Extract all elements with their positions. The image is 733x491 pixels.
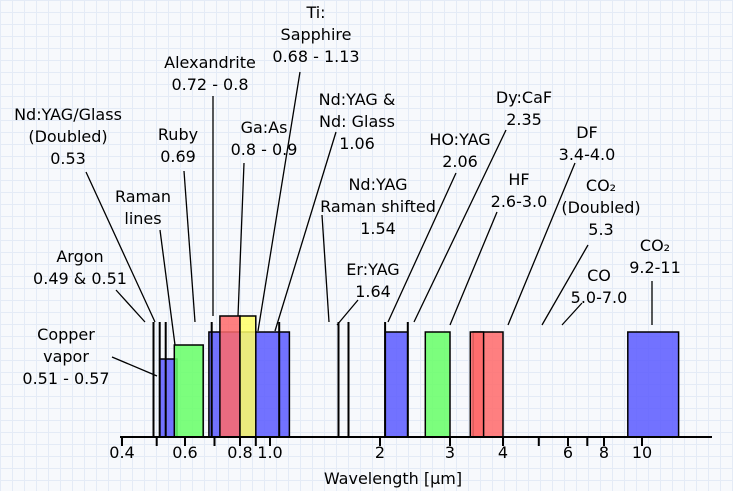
band-raman-lines bbox=[173, 344, 204, 438]
band-co2 bbox=[627, 331, 680, 438]
label-ga-as: Ga:As 0.8 - 0.9 bbox=[231, 118, 298, 159]
x-tick-label: 3 bbox=[445, 443, 455, 462]
annotation-labels-layer: Ti: Sapphire 0.68 - 1.13 Alexandrite 0.72 - … bbox=[14, 3, 681, 388]
leader-lines-layer bbox=[85, 71, 653, 377]
x-axis: 0.4 0.6 0.8 1.0 2 3 4 6 8 10 bbox=[109, 436, 712, 462]
leader-raman-lines bbox=[159, 229, 176, 346]
leader-nd-yag-nd-glass bbox=[274, 131, 337, 332]
label-hf: HF 2.6-3.0 bbox=[491, 170, 548, 211]
emission-lines-layer bbox=[152, 322, 409, 437]
label-alexandrite: Alexandrite 0.72 - 0.8 bbox=[164, 53, 256, 94]
leader-co bbox=[561, 302, 583, 326]
leader-nd-yag-glass-doubled bbox=[85, 171, 156, 323]
leader-copper-vapor bbox=[111, 356, 158, 377]
x-tick-label: 0.4 bbox=[109, 443, 134, 462]
label-copper-vapor: Copper vapor 0.51 - 0.57 bbox=[22, 325, 109, 388]
label-nd-yag-nd-glass: Nd:YAG & Nd: Glass 1.06 bbox=[319, 90, 396, 153]
label-raman-lines: Raman lines bbox=[115, 187, 171, 228]
leader-co-doubled bbox=[541, 244, 589, 326]
label-er-yag: Er:YAG 1.64 bbox=[346, 260, 399, 301]
band-ho-yag bbox=[384, 331, 409, 438]
label-nd-yag-glass-doubled: Nd:YAG/Glass (Doubled) 0.53 bbox=[14, 105, 122, 168]
leader-nd-yag-raman-shifted bbox=[321, 214, 330, 323]
band-ga-as bbox=[239, 315, 257, 438]
label-argon: Argon 0.49 & 0.51 bbox=[33, 247, 127, 288]
leader-ho-yag bbox=[387, 172, 457, 323]
label-co-doubled: CO₂ (Doubled) 5.3 bbox=[561, 176, 640, 239]
x-tick-label: 0.8 bbox=[227, 443, 252, 462]
leader-dy-caf bbox=[413, 129, 507, 323]
leader-df bbox=[507, 162, 576, 326]
leader-hf bbox=[449, 211, 498, 326]
leader-ruby bbox=[183, 170, 196, 323]
label-ti-sapphire: Ti: Sapphire 0.68 - 1.13 bbox=[272, 3, 359, 66]
label-dy-caf: Dy:CaF 2.35 bbox=[496, 88, 552, 129]
x-tick-label: 8 bbox=[599, 443, 609, 462]
label-co: CO 5.0-7.0 bbox=[571, 266, 628, 307]
band-co-doubled bbox=[469, 331, 485, 438]
label-ruby: Ruby 0.69 bbox=[158, 125, 198, 166]
bands-layer bbox=[158, 315, 680, 438]
band-alexandrite bbox=[219, 315, 241, 438]
x-tick-label: 4 bbox=[498, 443, 508, 462]
x-tick-label: 10 bbox=[632, 443, 652, 462]
x-tick-label: 1.0 bbox=[257, 443, 282, 462]
x-tick-label: 0.6 bbox=[172, 443, 197, 462]
leader-ti-sapphire bbox=[257, 71, 301, 332]
leader-argon bbox=[115, 289, 146, 323]
label-df: DF 3.4-4.0 bbox=[559, 123, 616, 164]
label-nd-yag-raman-shifted: Nd:YAG Raman shifted 1.54 bbox=[320, 175, 436, 238]
label-ho-yag: HO:YAG 2.06 bbox=[429, 130, 490, 171]
label-co2: CO₂ 9.2-11 bbox=[629, 236, 681, 277]
leader-ga-as bbox=[237, 162, 245, 317]
band-hf bbox=[424, 331, 451, 438]
x-tick-label: 6 bbox=[563, 443, 573, 462]
x-axis-title: Wavelength [µm] bbox=[324, 469, 462, 488]
x-tick-label: 2 bbox=[375, 443, 385, 462]
leader-er-yag bbox=[336, 299, 359, 326]
